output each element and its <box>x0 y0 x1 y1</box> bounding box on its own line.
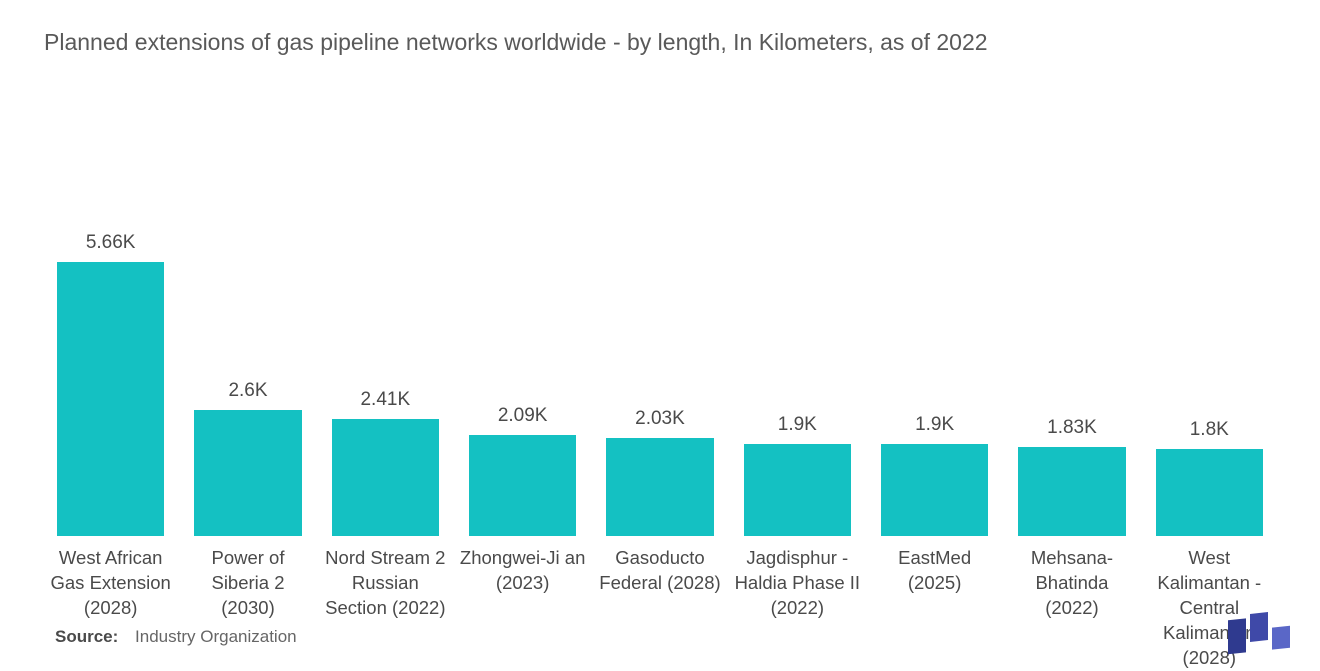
bar-value-label: 1.9K <box>778 414 817 436</box>
brand-logo-icon <box>1228 608 1290 655</box>
bar <box>194 410 301 536</box>
x-axis-label: Mehsana-Bhatinda (2022) <box>1003 546 1140 671</box>
source-value: Industry Organization <box>135 627 297 646</box>
bar-group: 2.09K <box>454 76 591 536</box>
bar <box>744 444 851 536</box>
x-axis-label: Gasoducto Federal (2028) <box>591 546 728 671</box>
chart-title: Planned extensions of gas pipeline netwo… <box>44 28 1284 58</box>
x-axis-labels: West African Gas Extension (2028)Power o… <box>36 536 1284 671</box>
source-attribution: Source: Industry Organization <box>55 627 297 647</box>
bar <box>881 444 988 536</box>
x-axis-label: EastMed (2025) <box>866 546 1003 671</box>
bar-value-label: 5.66K <box>86 232 136 254</box>
bar-group: 1.9K <box>866 76 1003 536</box>
bar-value-label: 1.9K <box>915 414 954 436</box>
bar-value-label: 1.83K <box>1047 417 1097 439</box>
bar-group: 1.8K <box>1141 76 1278 536</box>
bar-group: 2.6K <box>179 76 316 536</box>
bar-value-label: 2.09K <box>498 405 548 427</box>
x-axis-label: Power of Siberia 2 (2030) <box>179 546 316 671</box>
bar-value-label: 2.03K <box>635 408 685 430</box>
bar <box>332 419 439 535</box>
bar <box>606 438 713 536</box>
x-axis-label: Nord Stream 2 Russian Section (2022) <box>317 546 454 671</box>
bar-value-label: 2.41K <box>360 389 410 411</box>
bar-group: 1.9K <box>729 76 866 536</box>
x-axis-label: Zhongwei-Ji an (2023) <box>454 546 591 671</box>
bar-group: 5.66K <box>42 76 179 536</box>
x-axis-label: West Kalimantan -Central Kalimantan (202… <box>1141 546 1278 671</box>
bar <box>469 435 576 536</box>
logo-block-1 <box>1228 618 1246 654</box>
bar-value-label: 1.8K <box>1190 419 1229 441</box>
x-axis-label: Jagdisphur -Haldia Phase II (2022) <box>729 546 866 671</box>
bar <box>1018 447 1125 535</box>
bar-group: 2.03K <box>591 76 728 536</box>
plot-area: 5.66K 2.6K 2.41K 2.09K 2.03K 1.9K 1.9K 1.83K 1.8… <box>36 76 1284 536</box>
bar-group: 2.41K <box>317 76 454 536</box>
source-label: Source: <box>55 627 118 646</box>
chart-container: Planned extensions of gas pipeline netwo… <box>0 0 1320 665</box>
x-axis-label: West African Gas Extension (2028) <box>42 546 179 671</box>
logo-block-2 <box>1272 626 1290 650</box>
bar-group: 1.83K <box>1003 76 1140 536</box>
bar <box>1156 449 1263 536</box>
bar-value-label: 2.6K <box>228 380 267 402</box>
bar <box>57 262 164 536</box>
logo-block-3 <box>1250 612 1268 642</box>
